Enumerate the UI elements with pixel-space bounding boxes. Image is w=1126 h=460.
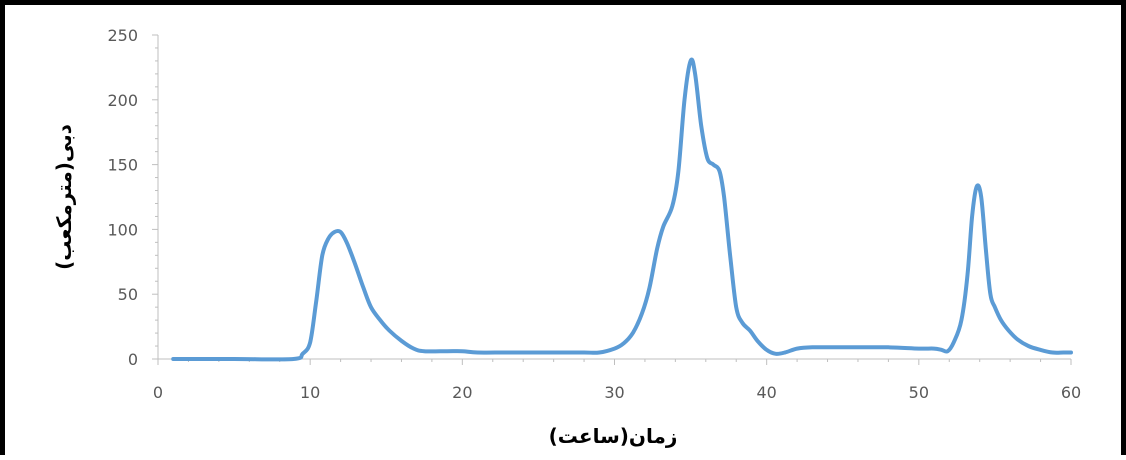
y-tick-label: 0 — [128, 350, 138, 369]
series-layer — [171, 57, 1073, 362]
x-tick-label: 0 — [153, 383, 163, 402]
x-tick-label: 60 — [1061, 383, 1081, 402]
x-tick-label: 50 — [909, 383, 929, 402]
x-tick-label: 10 — [300, 383, 320, 402]
y-tick-label: 200 — [107, 91, 138, 110]
y-tick-label: 150 — [107, 156, 138, 175]
axes — [157, 35, 1071, 360]
x-tick-label: 20 — [452, 383, 472, 402]
series-line — [171, 57, 1073, 362]
x-tick-label: 40 — [756, 383, 776, 402]
ticks: 0 50 100 150 200 250 0 10 20 30 40 50 60 — [107, 26, 1081, 402]
x-axis-title: زمان(ساعت) — [549, 424, 678, 448]
y-tick-label: 250 — [107, 26, 138, 45]
x-tick-label: 30 — [604, 383, 624, 402]
y-tick-label: 50 — [118, 285, 138, 304]
y-tick-label: 100 — [107, 220, 138, 239]
y-axis-title: دبی(مترمکعب) — [52, 124, 76, 270]
